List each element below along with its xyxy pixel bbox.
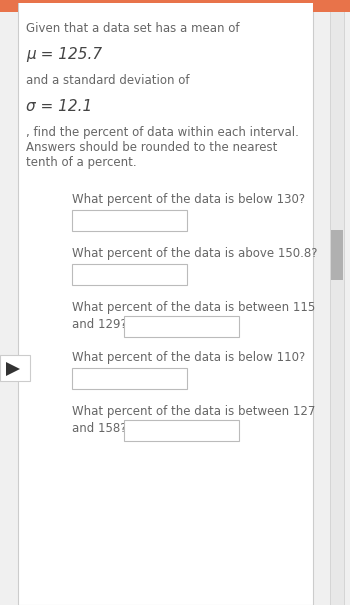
Text: What percent of the data is between 115: What percent of the data is between 115 xyxy=(72,301,315,314)
Text: What percent of the data is above 150.8?: What percent of the data is above 150.8? xyxy=(72,247,317,260)
FancyBboxPatch shape xyxy=(18,0,313,605)
Text: and 129?: and 129? xyxy=(72,318,127,331)
Text: What percent of the data is below 110?: What percent of the data is below 110? xyxy=(72,351,305,364)
Text: and a standard deviation of: and a standard deviation of xyxy=(26,74,189,87)
Text: μ = 125.7: μ = 125.7 xyxy=(26,47,102,62)
Text: σ = 12.1: σ = 12.1 xyxy=(26,99,92,114)
FancyBboxPatch shape xyxy=(313,0,350,12)
FancyBboxPatch shape xyxy=(0,355,30,381)
FancyBboxPatch shape xyxy=(330,0,344,605)
Text: , find the percent of data within each interval.: , find the percent of data within each i… xyxy=(26,126,299,139)
FancyBboxPatch shape xyxy=(18,0,313,3)
FancyBboxPatch shape xyxy=(0,0,18,12)
FancyBboxPatch shape xyxy=(72,368,187,389)
FancyBboxPatch shape xyxy=(331,230,343,280)
FancyBboxPatch shape xyxy=(72,210,187,231)
Text: Given that a data set has a mean of: Given that a data set has a mean of xyxy=(26,22,239,35)
Text: Answers should be rounded to the nearest: Answers should be rounded to the nearest xyxy=(26,141,277,154)
Polygon shape xyxy=(6,362,20,376)
Text: tenth of a percent.: tenth of a percent. xyxy=(26,156,136,169)
FancyBboxPatch shape xyxy=(124,316,239,337)
Text: What percent of the data is below 130?: What percent of the data is below 130? xyxy=(72,193,305,206)
FancyBboxPatch shape xyxy=(72,264,187,285)
FancyBboxPatch shape xyxy=(124,420,239,441)
Text: and 158?: and 158? xyxy=(72,422,126,435)
Text: What percent of the data is between 127: What percent of the data is between 127 xyxy=(72,405,315,418)
